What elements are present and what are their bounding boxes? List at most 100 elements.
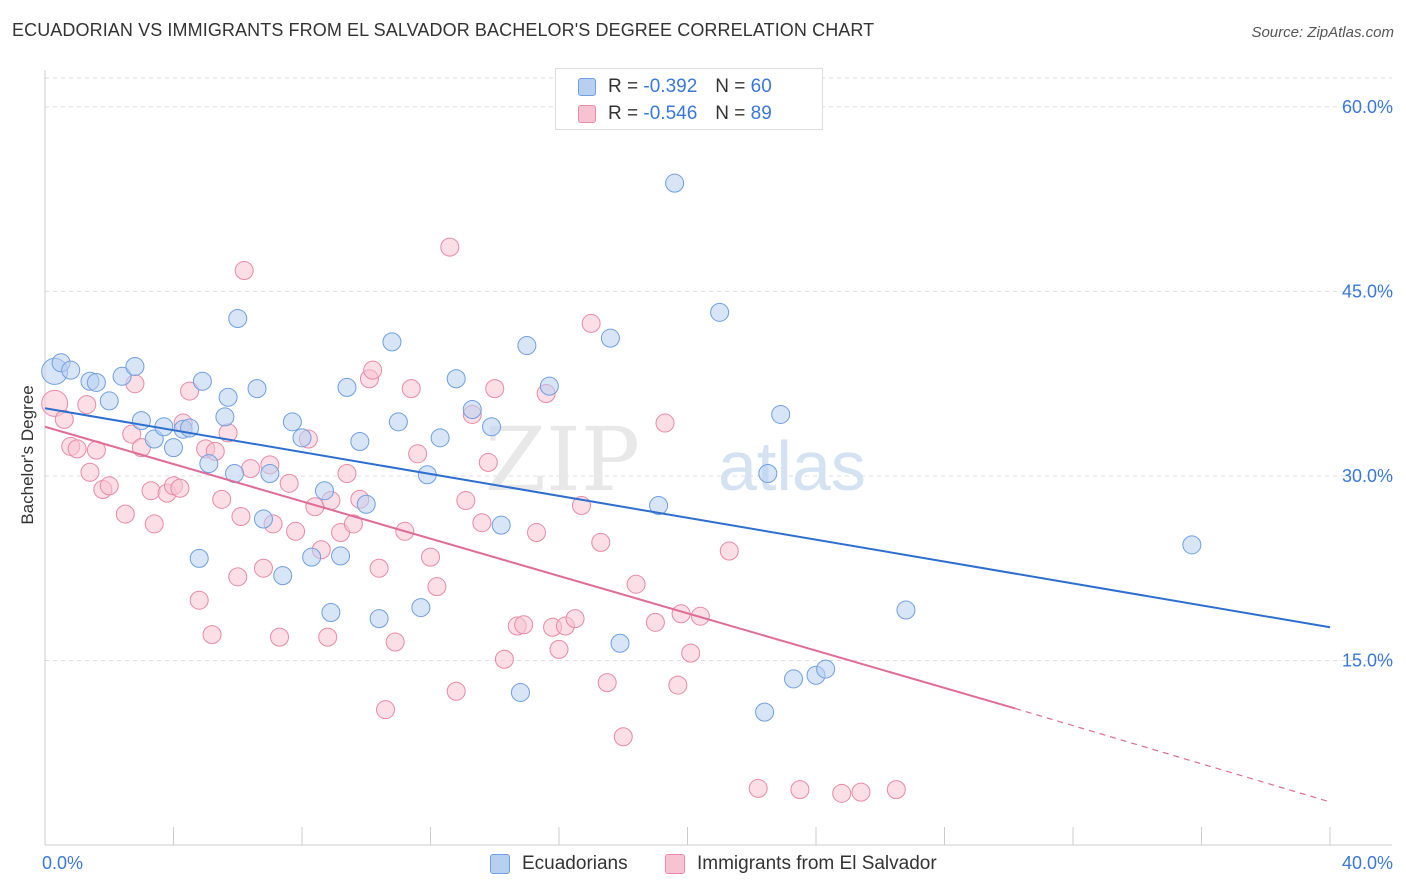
data-point-el-salvador — [343, 514, 363, 534]
data-point-ecuadorians — [388, 412, 408, 432]
data-point-el-salvador — [54, 409, 74, 429]
data-point-ecuadorians — [517, 336, 537, 356]
data-point-el-salvador — [886, 780, 906, 800]
legend-r-label: R = — [608, 103, 639, 124]
data-point-ecuadorians — [491, 515, 511, 535]
data-point-ecuadorians — [649, 495, 669, 515]
data-point-ecuadorians — [99, 391, 119, 411]
data-point-el-salvador — [456, 491, 476, 511]
y-tick-label: 45.0% — [1342, 281, 1393, 301]
data-point-ecuadorians — [61, 360, 81, 380]
data-point-ecuadorians — [356, 494, 376, 514]
data-point-el-salvador — [719, 541, 739, 561]
y-tick-label: 60.0% — [1342, 97, 1393, 117]
data-point-el-salvador — [369, 558, 389, 578]
legend-item-ecuadorians: Ecuadorians — [490, 853, 628, 875]
data-point-el-salvador — [385, 632, 405, 652]
data-point-el-salvador — [478, 452, 498, 472]
data-point-ecuadorians — [430, 428, 450, 448]
axes — [44, 70, 1392, 846]
y-tick-label: 30.0% — [1342, 466, 1393, 486]
data-point-el-salvador — [681, 643, 701, 663]
data-point-el-salvador — [144, 514, 164, 534]
data-point-el-salvador — [401, 379, 421, 399]
data-point-el-salvador — [212, 489, 232, 509]
data-point-el-salvador — [231, 507, 251, 527]
legend-n-value: 89 — [750, 103, 772, 124]
trend-lines — [44, 407, 1331, 803]
data-point-ecuadorians — [816, 659, 836, 679]
watermark: ZIP atlas — [485, 408, 866, 511]
data-point-ecuadorians — [292, 428, 312, 448]
trendline-el-salvador-extrapolated — [1015, 707, 1331, 803]
data-point-el-salvador — [581, 313, 601, 333]
data-point-ecuadorians — [112, 366, 132, 386]
data-point-ecuadorians — [215, 407, 235, 427]
tick-labels: 15.0% 30.0% 45.0% 60.0% 0.0% 40.0% — [42, 97, 1393, 873]
data-point-ecuadorians — [302, 547, 322, 567]
data-point-ecuadorians — [282, 412, 302, 432]
data-point-ecuadorians — [446, 369, 466, 389]
data-point-el-salvador — [279, 473, 299, 493]
data-point-el-salvador — [318, 627, 338, 647]
data-point-ecuadorians — [610, 633, 630, 653]
legend-label-el-salvador: Immigrants from El Salvador — [697, 853, 937, 874]
data-point-el-salvador — [514, 615, 534, 635]
data-point-ecuadorians — [260, 463, 280, 483]
data-point-el-salvador — [790, 780, 810, 800]
data-point-el-salvador — [832, 783, 852, 803]
data-point-ecuadorians — [600, 328, 620, 348]
data-point-el-salvador — [376, 700, 396, 720]
data-point-el-salvador — [41, 389, 69, 417]
data-point-el-salvador — [494, 649, 514, 669]
data-point-ecuadorians — [1182, 535, 1202, 555]
data-point-el-salvador — [591, 532, 611, 552]
legend-r-value: -0.546 — [643, 103, 698, 124]
legend-swatch-blue — [578, 78, 596, 96]
data-point-el-salvador — [202, 625, 222, 645]
data-point-el-salvador — [122, 424, 142, 444]
data-point-el-salvador — [748, 778, 768, 798]
legend-series: Ecuadorians Immigrants from El Salvador — [0, 851, 1406, 877]
data-point-el-salvador — [189, 590, 209, 610]
data-point-ecuadorians — [896, 600, 916, 620]
data-point-el-salvador — [408, 444, 428, 464]
data-point-el-salvador — [549, 639, 569, 659]
legend-n-label: N = — [715, 103, 746, 124]
data-point-ecuadorians — [771, 404, 791, 424]
data-point-ecuadorians — [189, 548, 209, 568]
legend-swatch-pink — [665, 854, 685, 874]
grid-lines — [45, 77, 1392, 661]
data-point-el-salvador — [286, 521, 306, 541]
data-point-el-salvador — [613, 727, 633, 747]
data-point-el-salvador — [668, 675, 688, 695]
trendline-el-salvador — [44, 425, 1016, 710]
legend-label-ecuadorians: Ecuadorians — [522, 853, 628, 874]
data-point-el-salvador — [655, 413, 675, 433]
data-point-ecuadorians — [510, 682, 530, 702]
data-point-el-salvador — [645, 612, 665, 632]
legend-n-value: 60 — [750, 76, 772, 97]
data-point-el-salvador — [241, 459, 261, 479]
data-point-el-salvador — [253, 558, 273, 578]
data-point-el-salvador — [440, 237, 460, 257]
legend-n-label: N = — [715, 76, 746, 97]
data-point-el-salvador — [141, 481, 161, 501]
data-point-el-salvador — [99, 476, 119, 496]
data-point-el-salvador — [527, 523, 547, 543]
data-point-el-salvador — [67, 439, 87, 459]
data-point-ecuadorians — [86, 372, 106, 392]
data-point-ecuadorians — [192, 371, 212, 391]
source-label: Source: ZipAtlas.com — [1251, 24, 1394, 41]
data-point-el-salvador — [234, 261, 254, 281]
data-point-ecuadorians — [199, 454, 219, 474]
data-point-ecuadorians — [784, 669, 804, 689]
data-point-ecuadorians — [228, 308, 248, 328]
legend-row-el-salvador: R = -0.546 N = 89 — [578, 101, 772, 127]
data-point-ecuadorians — [253, 509, 273, 529]
data-point-el-salvador — [180, 381, 200, 401]
data-point-el-salvador — [597, 673, 617, 693]
data-point-el-salvador — [77, 395, 97, 415]
data-point-ecuadorians — [164, 438, 183, 458]
